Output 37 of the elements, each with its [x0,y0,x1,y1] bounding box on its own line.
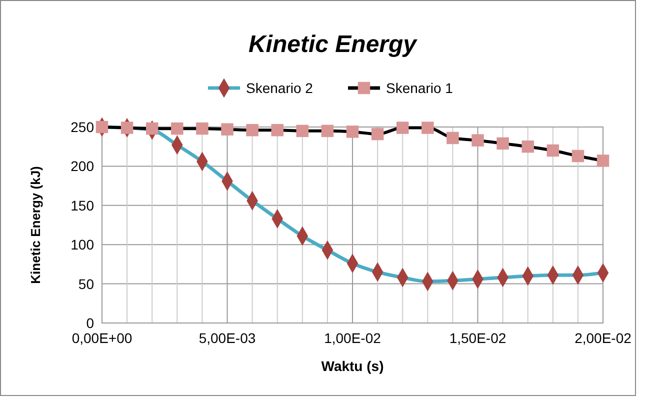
point [120,122,134,134]
point [146,122,158,135]
point [271,124,284,136]
point [246,124,258,136]
point [221,123,234,136]
x-tick-label: 0,00E+00 [72,330,132,346]
y-tick-label: 200 [70,158,94,174]
point [596,154,610,167]
point [546,144,560,157]
point [496,137,509,150]
x-tick-label: 5,00E-03 [198,330,256,346]
point [96,120,108,134]
point [422,122,434,134]
x-tick-label: 1,00E-02 [324,330,382,346]
point [171,122,184,135]
y-tick-label: 150 [70,197,94,214]
point [446,132,459,144]
point [346,126,359,138]
point [522,140,534,153]
point [296,124,309,138]
x-tick-label: 1,50E-02 [449,330,506,346]
x-tick-label: 2,00E-02 [574,330,632,346]
x-axis-title: Waktu (s) [321,358,384,374]
point [196,122,208,135]
point [472,134,484,146]
point [321,124,334,138]
y-tick-label: 250 [70,119,94,135]
y-tick-label: 100 [70,236,94,253]
y-tick-label: 50 [78,276,94,292]
y-axis-title: Kinetic Energy (kJ) [28,166,43,284]
point [572,150,584,162]
point [371,128,384,140]
point [396,122,409,134]
legend-label: Skenario 1 [386,80,454,96]
legend-label: Skenario 2 [246,80,314,96]
chart-title: Kinetic Energy [248,31,418,58]
y-tick-label: 0 [86,315,94,331]
